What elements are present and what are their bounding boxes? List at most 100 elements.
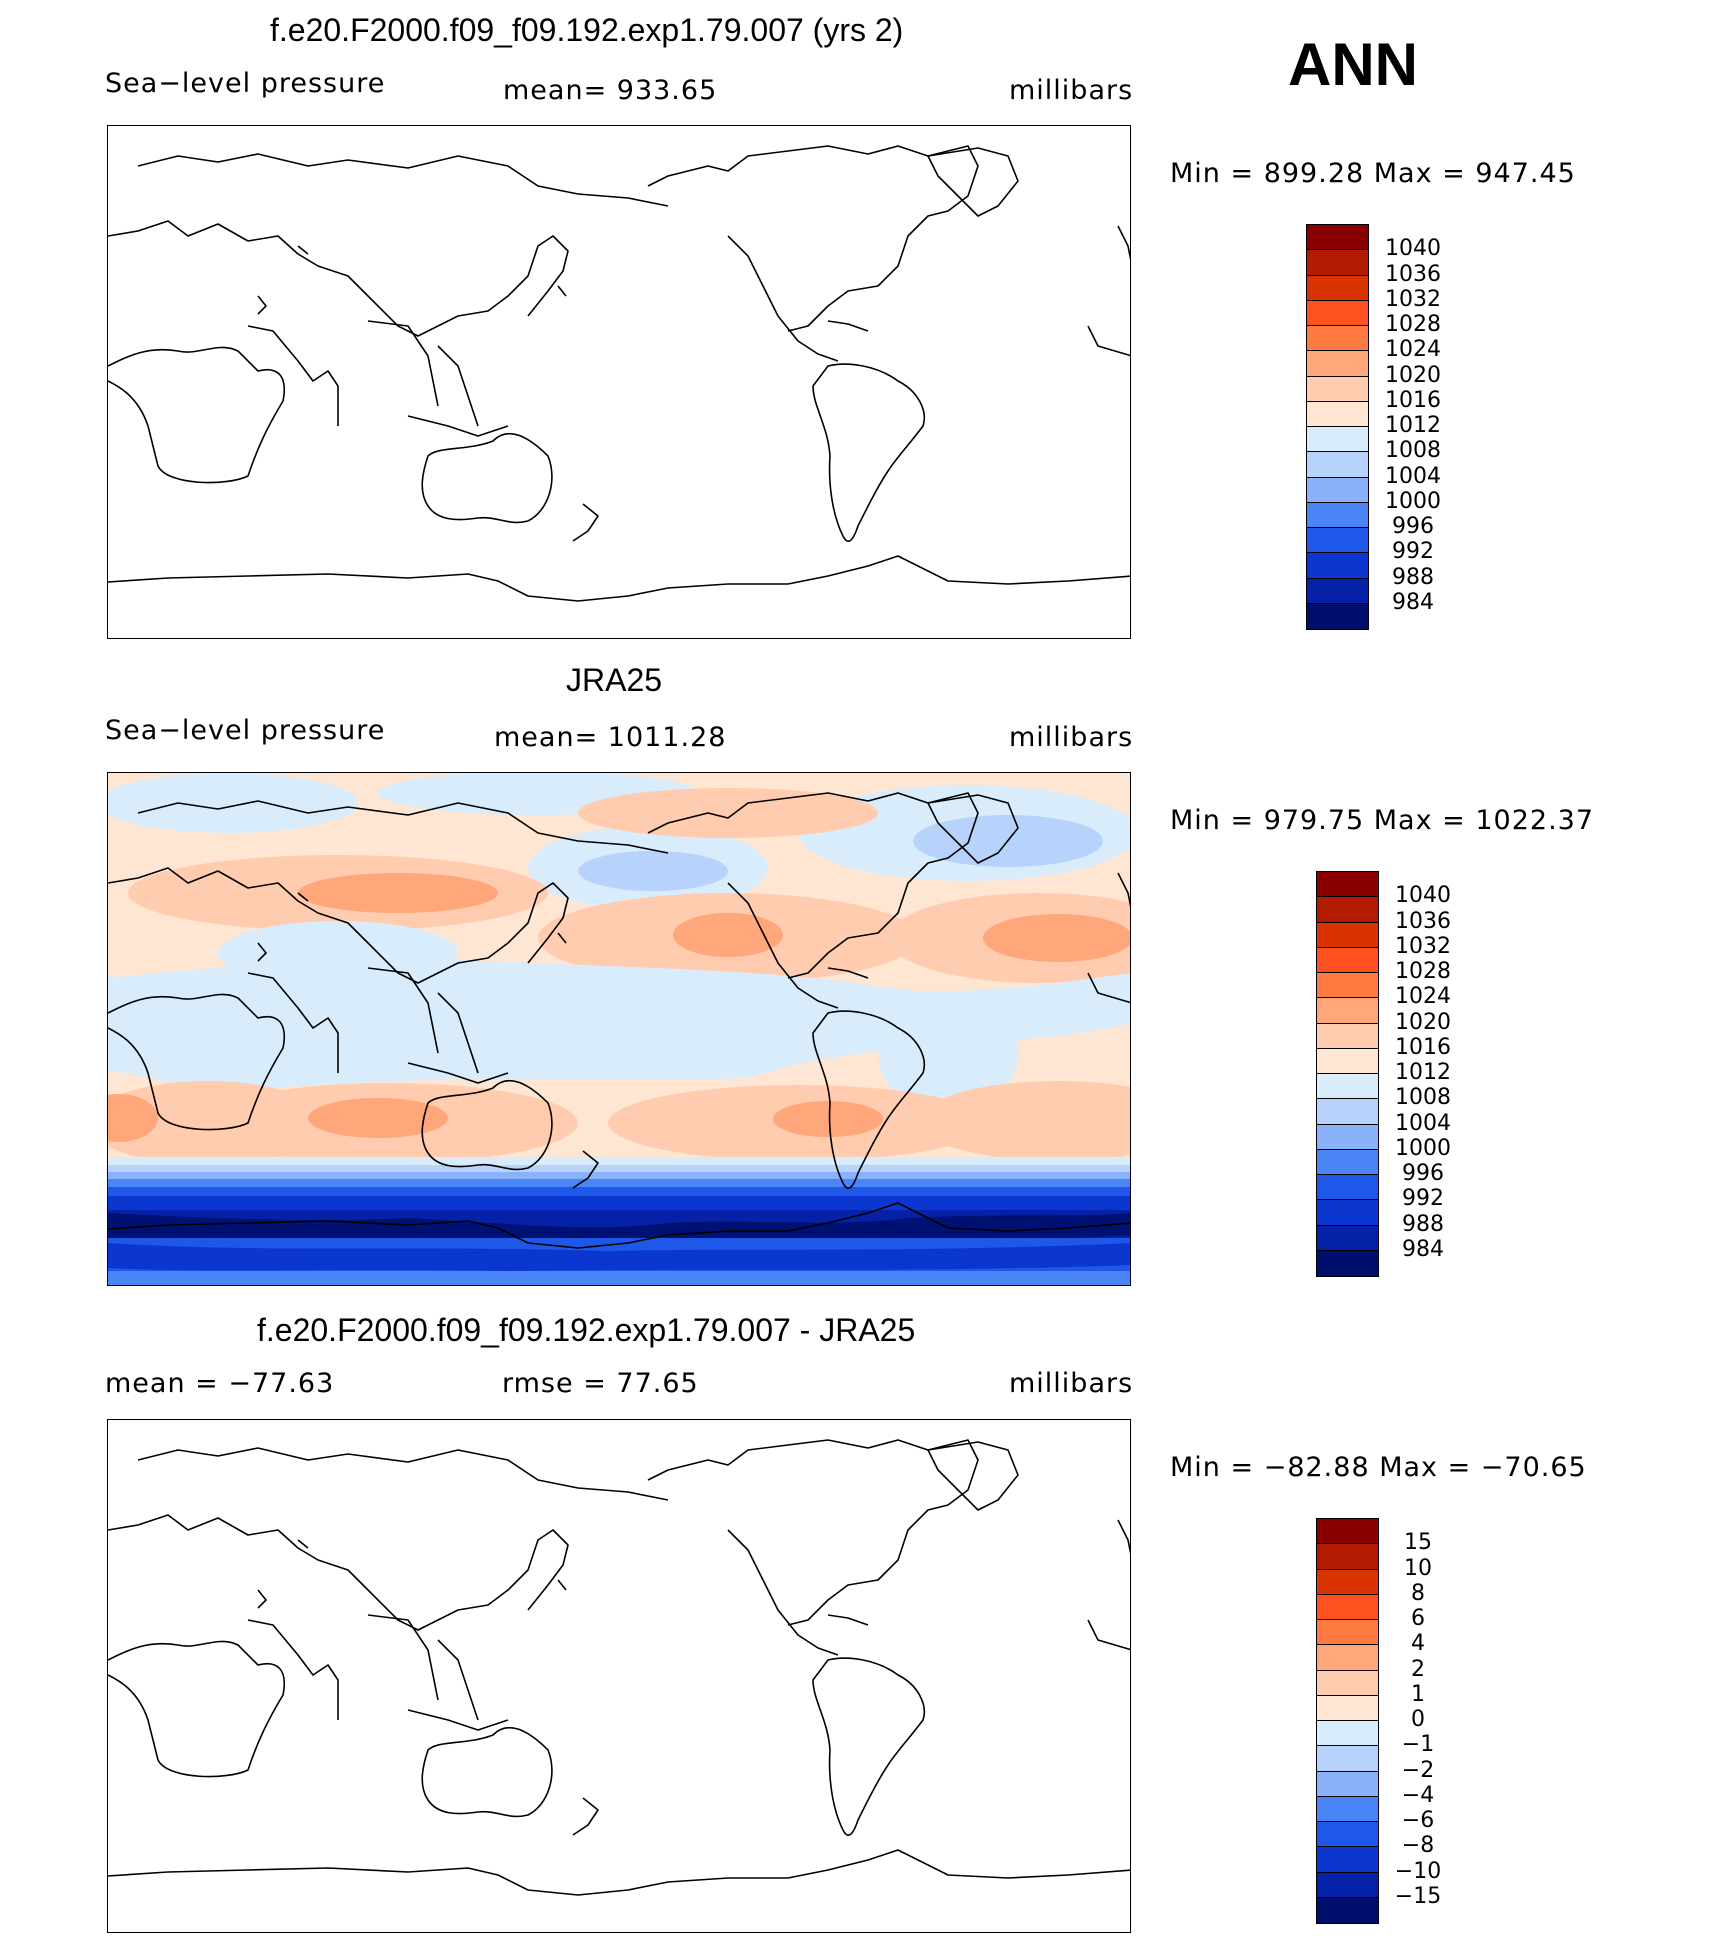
colorbar-segment [1317, 1771, 1378, 1797]
colorbar-segment [1307, 477, 1368, 503]
colorbar-tick-label: 1016 [1395, 1034, 1451, 1060]
colorbar-segment [1317, 1721, 1378, 1747]
colorbar-tick-label: 6 [1411, 1606, 1425, 1631]
colorbar-segment [1307, 300, 1368, 326]
colorbar-segment [1317, 1645, 1378, 1671]
colorbar-tick-label: 1036 [1395, 908, 1451, 934]
colorbar-segment [1307, 351, 1368, 377]
colorbar-segment [1307, 603, 1368, 629]
panel-1-mean-label: mean= 933.65 [503, 75, 718, 106]
colorbar-segment [1307, 250, 1368, 276]
colorbar-tick-label: 988 [1392, 564, 1434, 590]
colorbar-tick-label: 1000 [1385, 488, 1441, 514]
colorbar-segment [1317, 1872, 1378, 1898]
panel-1-map [107, 125, 1131, 639]
panel-2-minmax: Min = 979.75 Max = 1022.37 [1170, 805, 1595, 836]
panel-1-variable-label: Sea−level pressure [105, 68, 386, 99]
colorbar-segment [1307, 275, 1368, 301]
panel-2-units-label: millibars [1009, 722, 1134, 753]
colorbar-segment [1317, 1620, 1378, 1646]
colorbar-segment [1317, 1250, 1378, 1276]
colorbar-segment [1317, 1200, 1378, 1226]
colorbar-segment [1317, 1124, 1378, 1150]
colorbar-segment [1317, 1225, 1378, 1251]
colorbar-segment [1317, 1048, 1378, 1074]
colorbar-segment [1307, 578, 1368, 604]
colorbar-segment [1317, 998, 1378, 1024]
colorbar-segment [1317, 1594, 1378, 1620]
colorbar-tick-label: 1020 [1395, 1009, 1451, 1035]
colorbar-tick-label: 1008 [1385, 438, 1441, 464]
season-label: ANN [1288, 31, 1418, 98]
panel-2-colorbar [1316, 871, 1379, 1277]
panel-1-title: f.e20.F2000.f09_f09.192.exp1.79.007 (yrs… [270, 12, 904, 48]
colorbar-tick-label: −6 [1401, 1808, 1435, 1833]
colorbar-tick-label: 996 [1392, 514, 1434, 539]
colorbar-tick-label: 1032 [1385, 286, 1441, 312]
colorbar-segment [1317, 1695, 1378, 1721]
colorbar-tick-label: 1012 [1385, 413, 1441, 438]
colorbar-segment [1317, 897, 1378, 923]
colorbar-segment [1307, 401, 1368, 427]
colorbar-tick-label: 4 [1411, 1631, 1425, 1657]
colorbar-segment [1307, 452, 1368, 478]
colorbar-tick-label: 1040 [1395, 883, 1451, 909]
colorbar-segment [1317, 1847, 1378, 1873]
colorbar-tick-label: 8 [1411, 1580, 1425, 1606]
colorbar-tick-label: −2 [1401, 1757, 1435, 1783]
colorbar-tick-label: 1040 [1385, 236, 1441, 262]
colorbar-tick-label: 984 [1392, 589, 1434, 615]
panel-2-variable-label: Sea−level pressure [105, 715, 386, 746]
panel-3-units-label: millibars [1009, 1368, 1134, 1399]
panel-3-title: f.e20.F2000.f09_f09.192.exp1.79.007 - JR… [257, 1312, 916, 1348]
world-coastlines-map [108, 1439, 1130, 1896]
panel-1-colorbar [1306, 224, 1369, 630]
colorbar-segment [1317, 1822, 1378, 1848]
colorbar-segment [1317, 1796, 1378, 1822]
panel-2-title: JRA25 [566, 662, 663, 698]
colorbar-tick-label: 1000 [1395, 1135, 1451, 1161]
colorbar-segment [1317, 973, 1378, 999]
colorbar-tick-label: 988 [1402, 1211, 1444, 1237]
colorbar-tick-label: 1028 [1385, 312, 1441, 337]
panel-1-minmax: Min = 899.28 Max = 947.45 [1170, 158, 1576, 189]
world-coastlines-map [108, 145, 1130, 602]
colorbar-tick-label: 1036 [1385, 261, 1441, 287]
panel-3-mean-label: mean = −77.63 [105, 1368, 335, 1399]
colorbar-segment [1317, 947, 1378, 973]
colorbar-tick-label: 1008 [1395, 1085, 1451, 1111]
panel-3-rmse-label: rmse = 77.65 [502, 1368, 699, 1399]
colorbar-tick-label: 1020 [1385, 362, 1441, 388]
colorbar-tick-label: 1024 [1395, 984, 1451, 1010]
colorbar-segment [1317, 1746, 1378, 1772]
colorbar-segment [1317, 1519, 1378, 1545]
colorbar-segment [1317, 1897, 1378, 1923]
colorbar-segment [1317, 1149, 1378, 1175]
colorbar-segment [1317, 872, 1378, 898]
colorbar-segment [1307, 427, 1368, 453]
colorbar-segment [1307, 225, 1368, 251]
colorbar-tick-label: 10 [1404, 1555, 1432, 1581]
colorbar-tick-label: 1012 [1395, 1060, 1451, 1085]
colorbar-tick-label: 0 [1411, 1707, 1425, 1732]
panel-2-map [107, 772, 1131, 1286]
colorbar-tick-label: 1028 [1395, 959, 1451, 984]
colorbar-tick-label: 1004 [1395, 1110, 1451, 1136]
colorbar-tick-label: −8 [1401, 1833, 1435, 1859]
colorbar-tick-label: 984 [1402, 1236, 1444, 1262]
panel-3-map [107, 1419, 1131, 1933]
colorbar-segment [1317, 1099, 1378, 1125]
colorbar-tick-label: −1 [1401, 1732, 1435, 1758]
colorbar-segment [1307, 376, 1368, 402]
panel-2-mean-label: mean= 1011.28 [494, 722, 727, 753]
colorbar-tick-label: 1 [1411, 1681, 1425, 1707]
panel-3-minmax: Min = −82.88 Max = −70.65 [1170, 1452, 1587, 1483]
colorbar-segment [1307, 502, 1368, 528]
colorbar-tick-label: −15 [1394, 1883, 1442, 1909]
colorbar-segment [1317, 922, 1378, 948]
colorbar-segment [1307, 326, 1368, 352]
colorbar-tick-label: −10 [1394, 1858, 1442, 1884]
colorbar-segment [1317, 1569, 1378, 1595]
colorbar-tick-label: 15 [1404, 1530, 1432, 1556]
colorbar-segment [1317, 1023, 1378, 1049]
